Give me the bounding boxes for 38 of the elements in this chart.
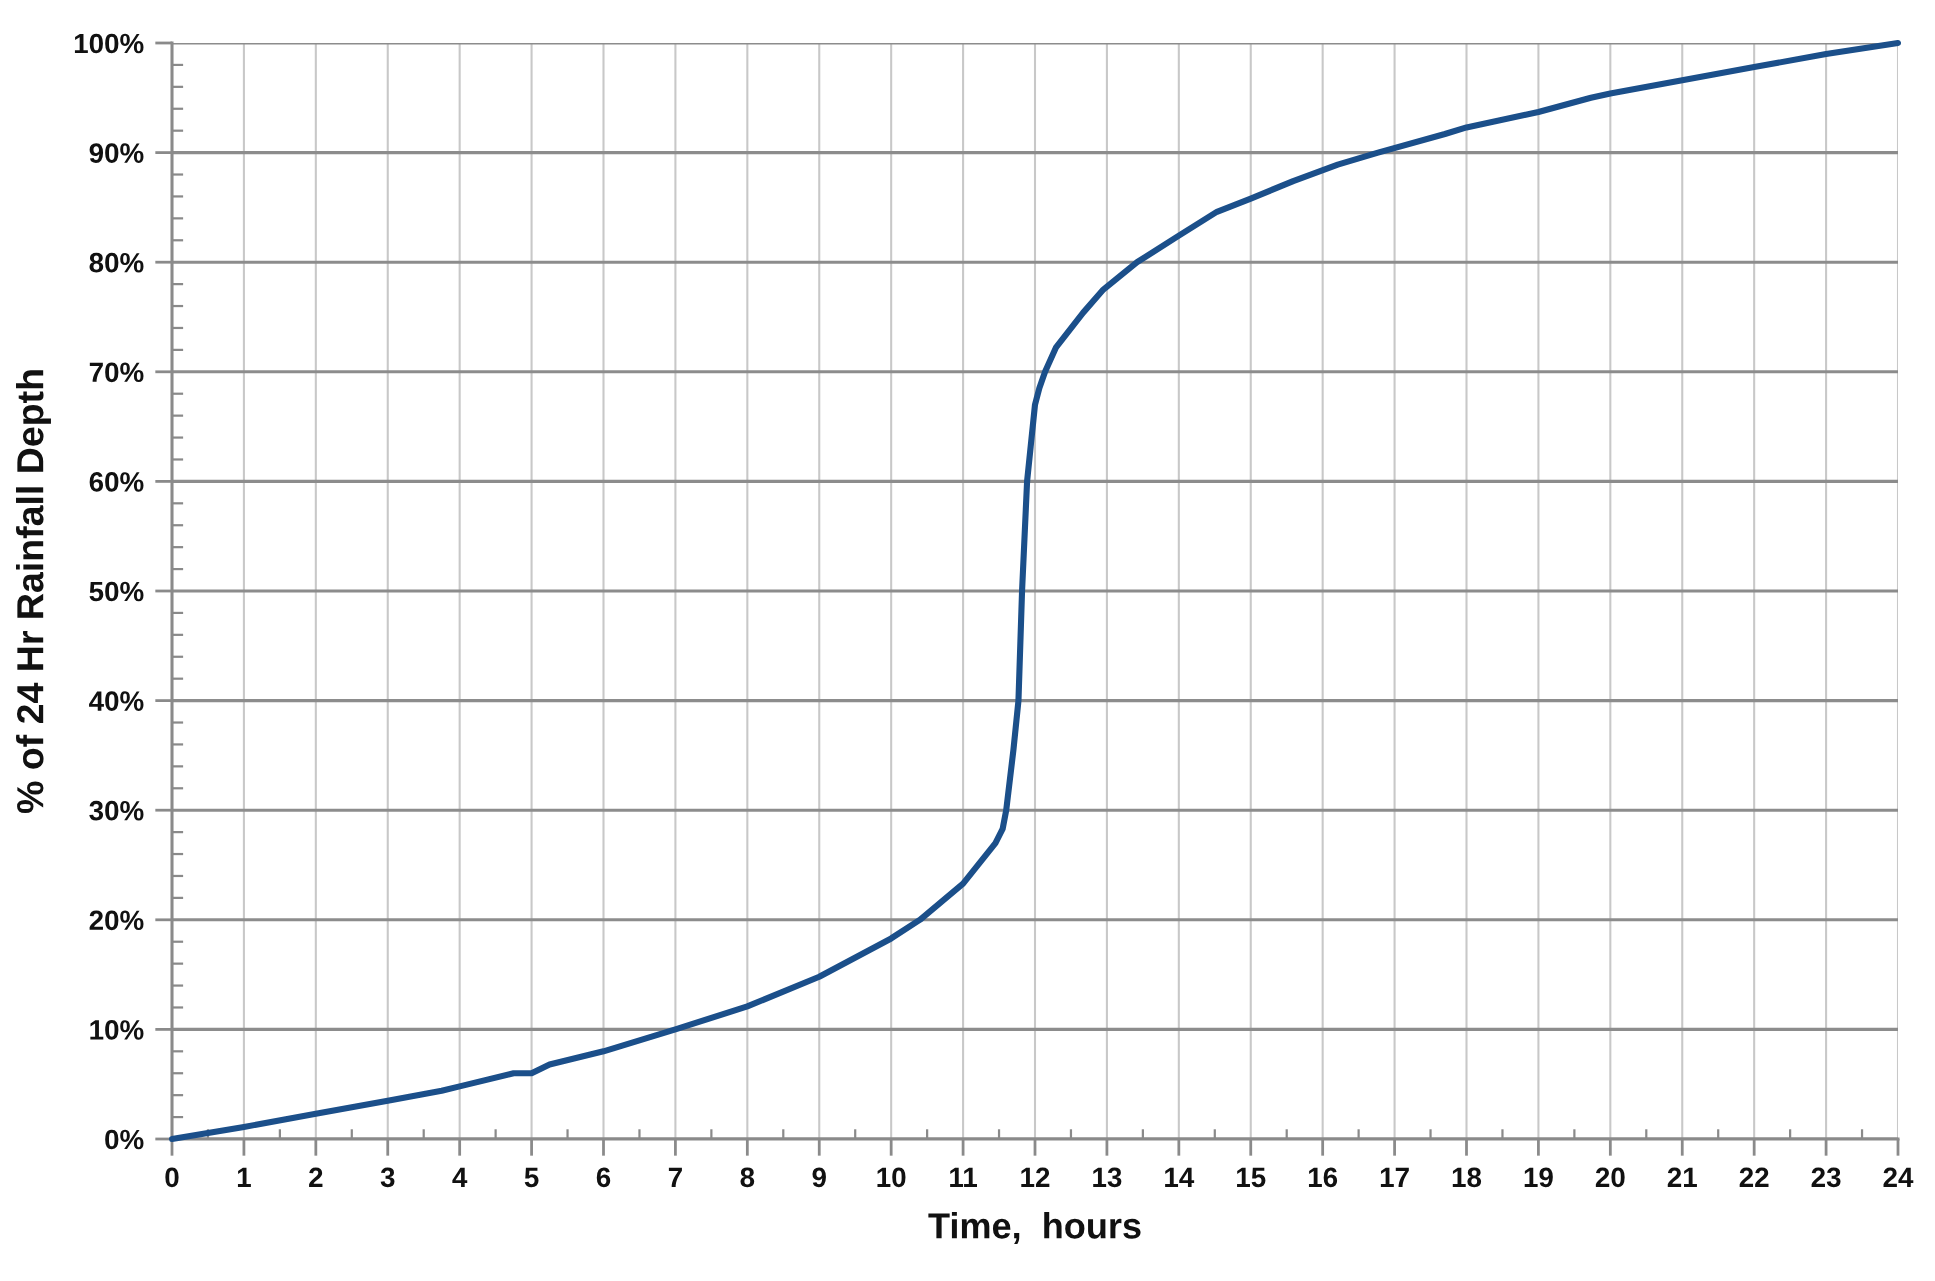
y-tick-label: 10% [90, 1020, 144, 1040]
x-tick-label: 9 [812, 1167, 826, 1188]
x-tick-label: 22 [1739, 1167, 1769, 1187]
x-tick-label: 16 [1308, 1167, 1338, 1188]
x-tick-label: 6 [596, 1167, 611, 1188]
x-tick-label: 14 [1165, 1167, 1195, 1187]
x-tick-label: 23 [1811, 1167, 1841, 1188]
x-tick-label: 13 [1093, 1167, 1122, 1188]
x-tick-label: 5 [524, 1167, 539, 1188]
y-tick-label: 40% [89, 691, 144, 711]
y-tick-label: 70% [89, 362, 144, 383]
x-tick-label: 7 [668, 1167, 682, 1187]
y-tick-label: 20% [89, 910, 144, 931]
x-axis-title: Time, hours [928, 1212, 1141, 1244]
x-tick-label: 17 [1380, 1167, 1409, 1187]
y-tick-label: 50% [89, 581, 144, 602]
x-tick-label: 12 [1021, 1167, 1050, 1187]
x-tick-label: 8 [740, 1167, 755, 1188]
y-axis-title: % of 24 Hr Rainfall Depth [16, 370, 51, 814]
x-tick-label: 10 [877, 1167, 906, 1188]
x-tick-label: 1 [237, 1167, 251, 1187]
y-tick-label: 0% [105, 1129, 144, 1150]
x-tick-label: 18 [1452, 1167, 1482, 1188]
y-tick-label: 100% [74, 33, 144, 54]
x-tick-label: 0 [165, 1167, 179, 1188]
x-tick-label: 4 [452, 1167, 468, 1187]
x-tick-label: 3 [380, 1167, 395, 1188]
x-tick-label: 20 [1595, 1167, 1625, 1188]
x-tick-label: 19 [1524, 1167, 1553, 1188]
y-tick-label: 60% [89, 472, 144, 492]
x-tick-label: 15 [1237, 1167, 1266, 1188]
y-tick-label: 90% [89, 143, 144, 163]
x-tick-label: 11 [950, 1167, 977, 1187]
y-tick-label: 30% [89, 800, 144, 821]
x-tick-label: 24 [1883, 1167, 1914, 1187]
y-tick-label: 80% [89, 252, 144, 273]
x-tick-label: 21 [1667, 1167, 1697, 1187]
x-tick-label: 2 [309, 1167, 323, 1187]
